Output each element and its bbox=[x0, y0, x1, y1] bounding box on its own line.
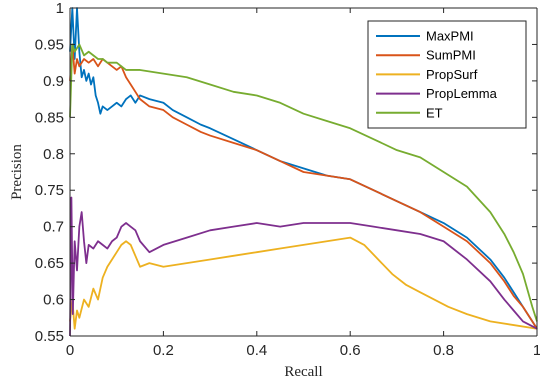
x-tick-label: 0 bbox=[66, 342, 74, 359]
series-line-et bbox=[69, 43, 538, 322]
legend-item-maxpmi: MaxPMI bbox=[376, 29, 474, 44]
y-tick-label: 0.7 bbox=[43, 219, 64, 236]
y-tick-label: 0.55 bbox=[35, 328, 64, 345]
y-tick-label: 0.85 bbox=[35, 109, 64, 126]
legend: MaxPMI SumPMI PropSurf PropLemma ET bbox=[367, 20, 527, 129]
y-tick-label: 0.8 bbox=[43, 146, 64, 163]
series-layer bbox=[69, 7, 538, 337]
tick-layer: 0 0.2 0.4 0.6 0.8 1 0.55 0.6 0.65 0.7 0.75 0.8 0.85 0… bbox=[35, 0, 540, 359]
y-tick-label: 0.9 bbox=[43, 73, 64, 90]
x-tick-label: 0.2 bbox=[153, 342, 174, 359]
y-tick-label: 0.75 bbox=[35, 182, 64, 199]
legend-label-maxpmi: MaxPMI bbox=[426, 29, 474, 44]
legend-items: MaxPMI SumPMI PropSurf PropLemma ET bbox=[376, 29, 498, 120]
y-tick-label: 1 bbox=[56, 0, 64, 17]
legend-item-propsurf: PropSurf bbox=[376, 67, 478, 82]
legend-label-sumpmi: SumPMI bbox=[426, 48, 476, 63]
x-tick-label: 0.6 bbox=[340, 342, 361, 359]
axes-frame bbox=[69, 7, 538, 337]
x-tick-label: 1 bbox=[533, 342, 540, 359]
x-axis-title: Recall bbox=[284, 364, 322, 380]
legend-label-et: ET bbox=[426, 105, 443, 120]
legend-item-sumpmi: SumPMI bbox=[376, 48, 476, 63]
series-line-proplemma bbox=[69, 196, 538, 337]
legend-label-proplemma: PropLemma bbox=[426, 86, 498, 101]
x-tick-label: 0.4 bbox=[246, 342, 267, 359]
legend-item-et: ET bbox=[376, 105, 443, 120]
series-line-propsurf bbox=[69, 236, 538, 330]
legend-item-proplemma: PropLemma bbox=[376, 86, 498, 101]
y-axis-title: Precision bbox=[9, 144, 25, 200]
legend-label-propsurf: PropSurf bbox=[426, 67, 478, 82]
x-tick-label: 0.8 bbox=[433, 342, 454, 359]
series-line-maxpmi bbox=[69, 7, 538, 330]
y-tick-label: 0.6 bbox=[43, 292, 64, 309]
series-line-sumpmi bbox=[69, 43, 538, 330]
y-tick-label: 0.65 bbox=[35, 255, 64, 272]
y-tick-label: 0.95 bbox=[35, 36, 64, 53]
